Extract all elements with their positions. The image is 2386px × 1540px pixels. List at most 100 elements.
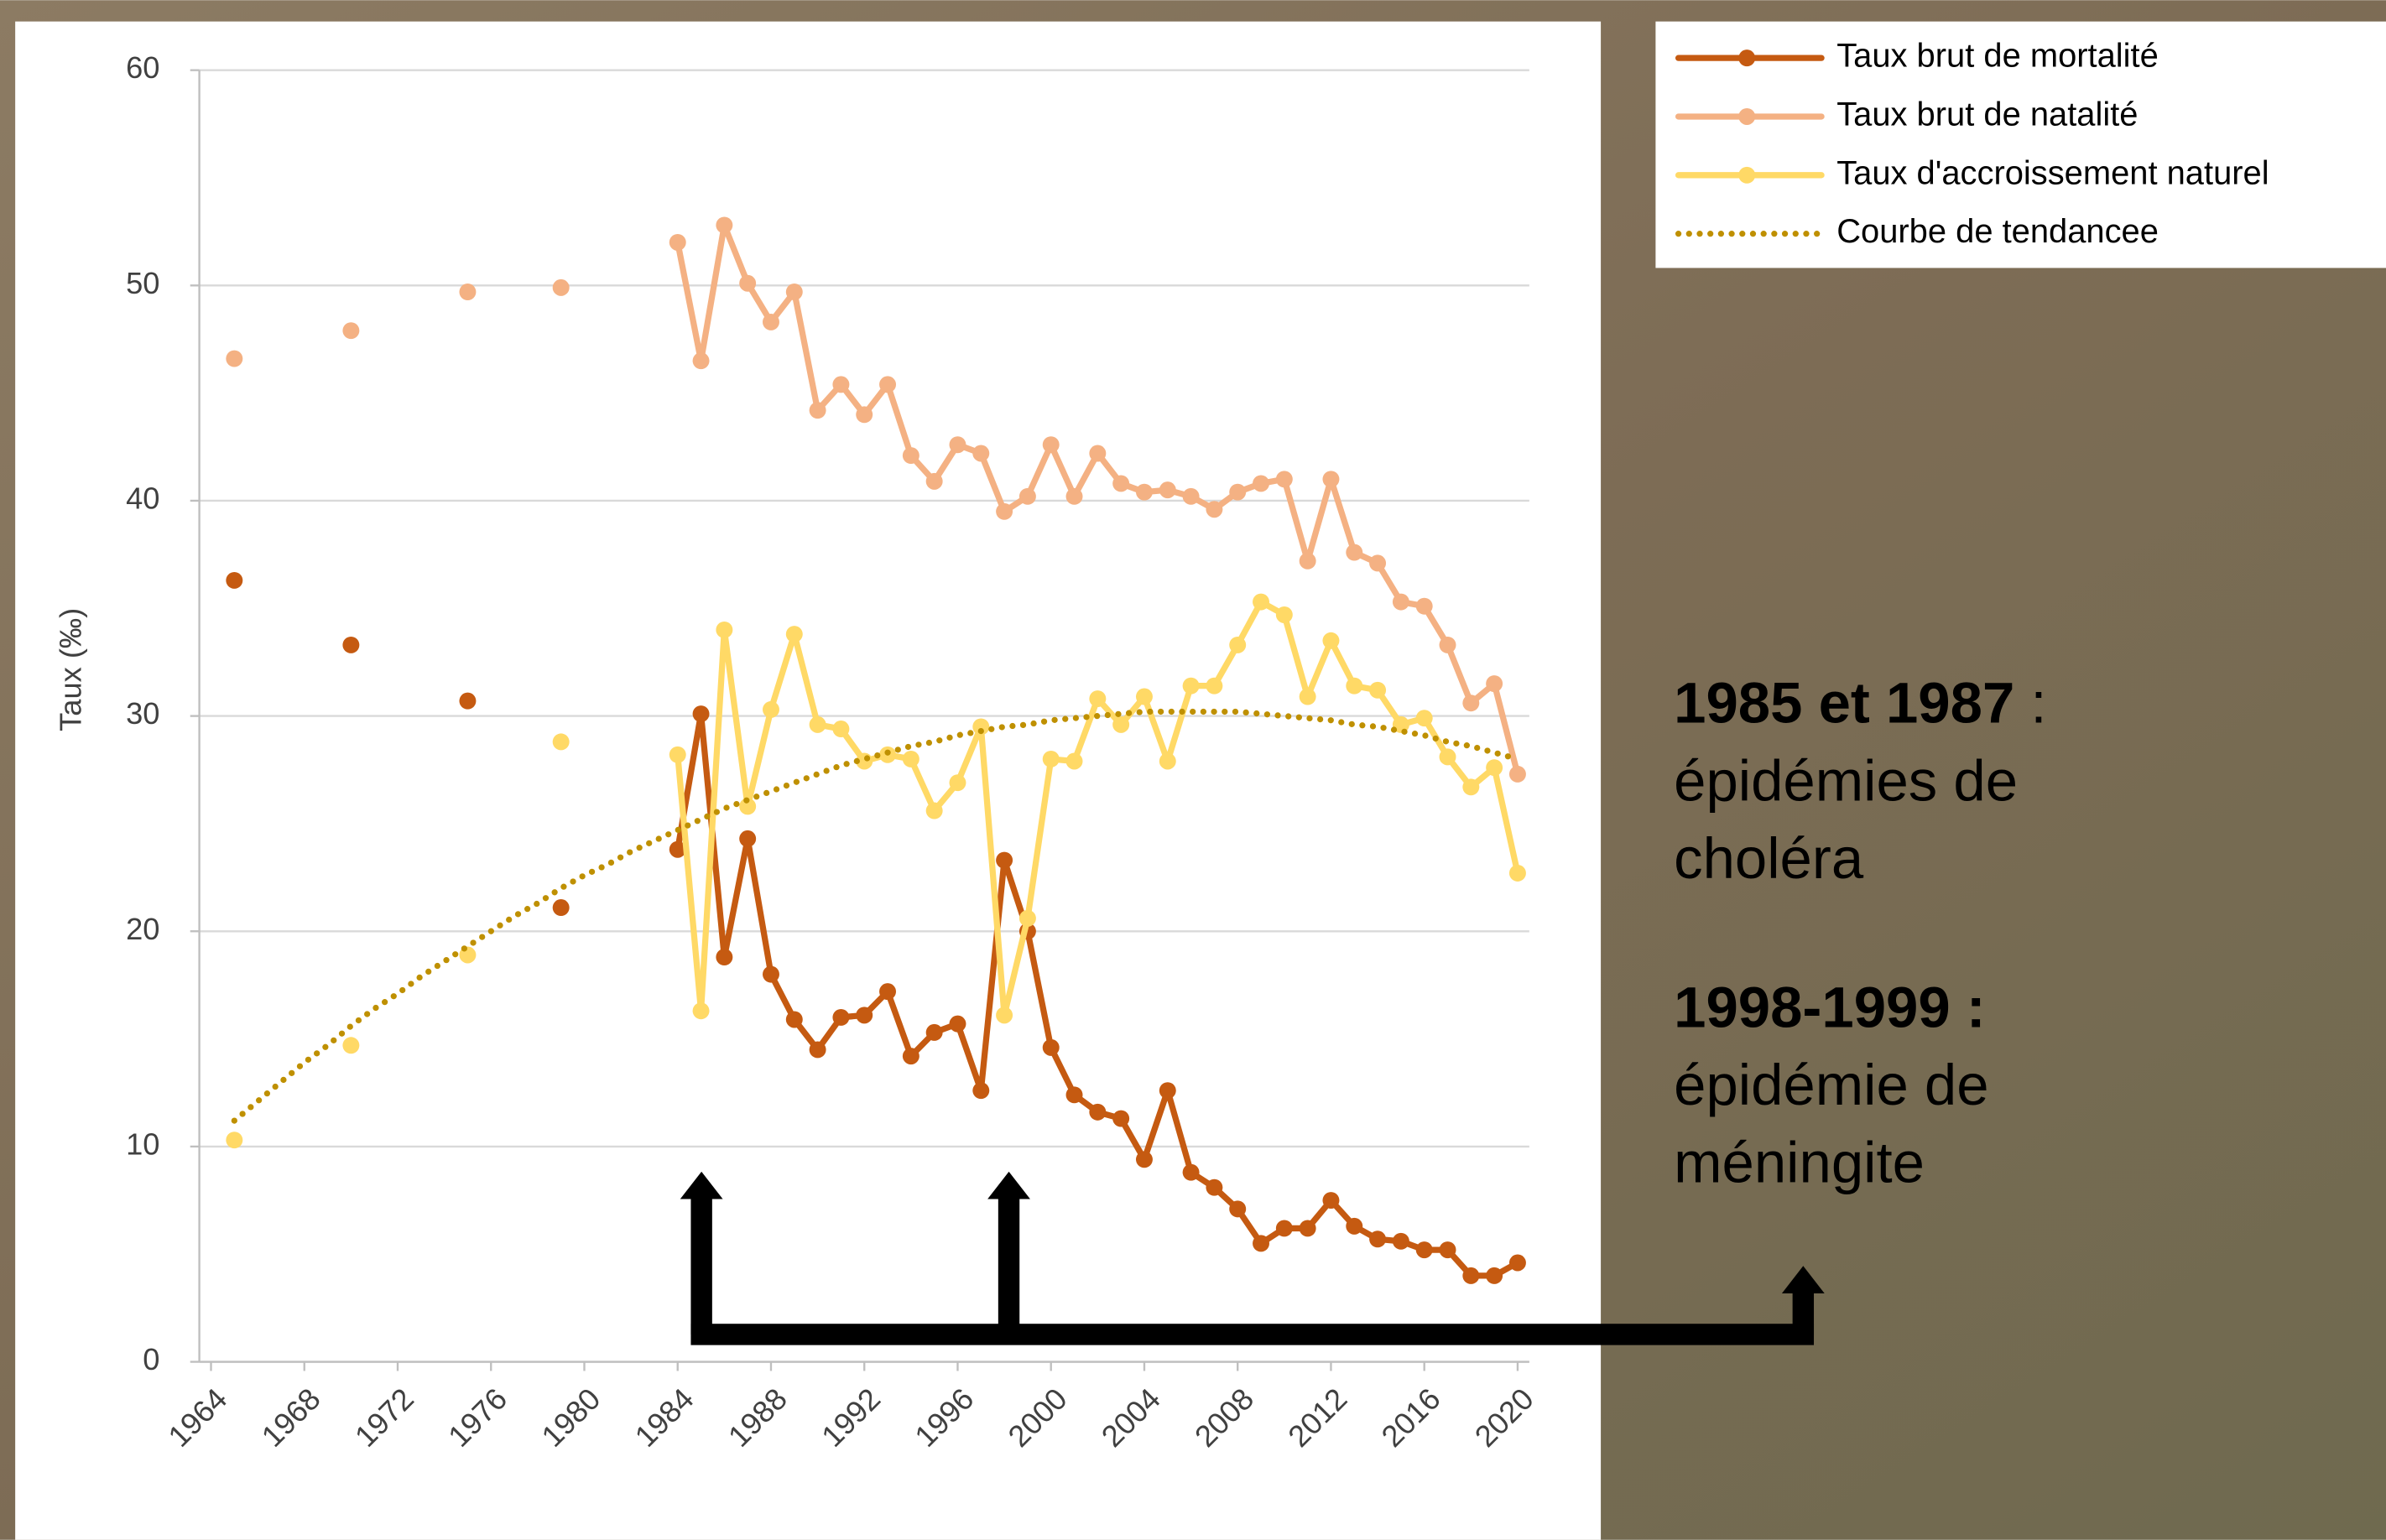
data-point: [1112, 475, 1130, 492]
arrow-bar: [690, 1324, 1815, 1345]
y-axis-label: Taux (‰): [54, 608, 88, 731]
data-point: [1439, 748, 1456, 766]
data-point: [1089, 445, 1107, 462]
data-point: [1346, 544, 1363, 561]
data-point: [1486, 759, 1503, 777]
data-point: [1508, 1254, 1526, 1272]
data-point: [1462, 778, 1480, 796]
data-point: [1065, 752, 1083, 770]
data-point: [1346, 1217, 1363, 1235]
arrow-head: [987, 1171, 1030, 1199]
y-tick-label: 30: [126, 696, 159, 731]
data-point: [1369, 554, 1387, 572]
data-point: [1206, 677, 1223, 695]
data-point: [1182, 487, 1200, 505]
data-point: [1159, 1082, 1176, 1100]
data-point: [1508, 864, 1526, 882]
data-point: [1206, 1178, 1223, 1196]
data-point: [1369, 681, 1387, 699]
data-point: [879, 376, 897, 393]
data-point: [809, 402, 826, 419]
arrow-shaft: [1792, 1290, 1815, 1336]
legend-marker: [1738, 49, 1756, 67]
arrow-head: [680, 1171, 723, 1199]
annotation-title: 1998-1999 :: [1674, 976, 1986, 1040]
data-point: [949, 436, 966, 454]
data-point: [1415, 597, 1433, 615]
y-tick-label: 50: [126, 266, 159, 300]
data-point: [1018, 487, 1036, 505]
data-point: [226, 571, 243, 589]
data-point: [1322, 471, 1340, 488]
annotation-title-suffix: :: [2014, 671, 2046, 736]
data-point: [1439, 1241, 1456, 1259]
legend-box: [1655, 21, 2386, 268]
legend-label: Courbe de tendancee: [1836, 213, 2159, 250]
data-point: [1462, 1267, 1480, 1284]
data-point: [1089, 690, 1107, 708]
data-point: [1229, 636, 1247, 653]
annotation-title: 1985 et 1987 :: [1674, 671, 2046, 736]
data-point: [1369, 1230, 1387, 1248]
data-point: [1042, 1038, 1060, 1056]
data-point: [763, 700, 779, 718]
data-point: [739, 274, 757, 292]
data-point: [1135, 1151, 1153, 1168]
data-point: [1462, 695, 1480, 712]
data-point: [996, 1007, 1013, 1024]
data-point: [1253, 475, 1269, 492]
data-point: [763, 965, 779, 983]
trend-line: [231, 708, 1521, 1124]
legend-label: Taux brut de natalité: [1836, 96, 2138, 133]
data-point: [1159, 752, 1176, 770]
data-point: [1415, 710, 1433, 727]
data-point: [1182, 1163, 1200, 1181]
data-point: [1112, 715, 1130, 733]
data-point: [832, 721, 850, 737]
data-point: [1439, 636, 1456, 653]
annotation-title-bold: 1998-1999 :: [1674, 976, 1986, 1040]
data-point: [925, 1023, 943, 1041]
data-point: [1392, 1232, 1409, 1250]
annotation-line: épidémies de: [1674, 748, 2018, 813]
data-point: [342, 1037, 360, 1054]
data-point: [1089, 1103, 1107, 1121]
data-point: [832, 376, 850, 393]
data-point: [669, 840, 686, 858]
y-tick-label: 0: [143, 1342, 159, 1376]
y-tick-label: 60: [126, 50, 159, 85]
data-point: [1206, 501, 1223, 518]
annotation-line: épidémie de: [1674, 1053, 1988, 1117]
data-point: [226, 350, 243, 367]
data-point: [1275, 606, 1293, 623]
data-point: [692, 705, 710, 723]
data-point: [1415, 1241, 1433, 1259]
data-point: [972, 445, 990, 462]
data-point: [1135, 688, 1153, 705]
data-point: [1486, 1267, 1503, 1284]
data-point: [552, 899, 570, 917]
data-point: [1299, 1220, 1316, 1237]
data-point: [1065, 1086, 1083, 1104]
data-point: [1182, 677, 1200, 695]
data-point: [856, 406, 873, 424]
data-point: [342, 636, 360, 653]
y-tick-label: 20: [126, 912, 159, 946]
arrow-head: [1781, 1266, 1825, 1293]
data-point: [879, 983, 897, 1001]
data-point: [1486, 675, 1503, 693]
data-point: [669, 746, 686, 763]
annotations: 1985 et 1987 : épidémies de choléra 1998-19…: [1674, 671, 2046, 1195]
data-point: [1042, 750, 1060, 767]
data-point: [1275, 471, 1293, 488]
data-point: [1253, 1235, 1269, 1252]
legend-marker: [1738, 108, 1756, 125]
data-point: [716, 216, 733, 234]
data-point: [785, 1011, 803, 1028]
data-point: [1253, 593, 1269, 611]
annotation-line: choléra: [1674, 826, 1864, 891]
data-point: [1018, 909, 1036, 927]
data-point: [972, 718, 990, 736]
data-point: [1299, 688, 1316, 705]
data-point: [925, 802, 943, 819]
